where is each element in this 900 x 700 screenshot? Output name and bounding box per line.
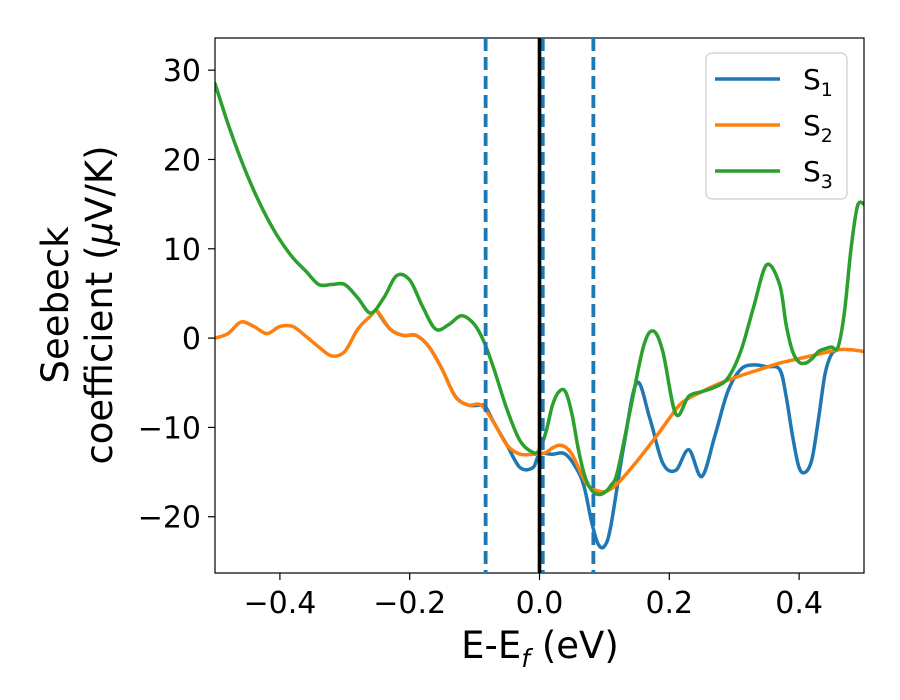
y-tick-label: 30 [163,54,201,89]
legend-label-s1: S1 [803,63,833,101]
y-axis-title-line2: coefficient (μV/K) [78,145,121,464]
y-tick-label: 20 [163,143,201,178]
y-tick-label: −10 [138,411,201,446]
y-axis-title-line1: Seebeck [34,226,77,384]
x-tick-label: 0.2 [645,586,693,621]
x-axis-ticks: −0.4 −0.2 0.0 0.2 0.4 [243,573,823,621]
vertical-marker-lines [483,38,596,573]
x-tick-label: 0.0 [516,586,564,621]
legend-label-s3: S3 [803,155,833,193]
y-tick-label: 10 [163,233,201,268]
x-tick-label: −0.4 [243,586,316,621]
legend: S1 S2 S3 [705,52,848,200]
series-line-s1 [375,309,840,550]
series-line-s3 [215,81,864,497]
series-lines [215,81,864,550]
y-tick-label: 0 [182,322,201,357]
x-axis-title: E-Ef (eV) [461,624,619,673]
x-tick-label: −0.2 [373,586,446,621]
y-axis-title: Seebeck coefficient (μV/K) [34,145,121,464]
y-tick-label: −20 [138,501,201,536]
x-tick-label: 0.4 [775,586,823,621]
y-axis-ticks: 30 20 10 0 −10 −20 [138,54,215,536]
legend-label-s2: S2 [803,109,833,147]
